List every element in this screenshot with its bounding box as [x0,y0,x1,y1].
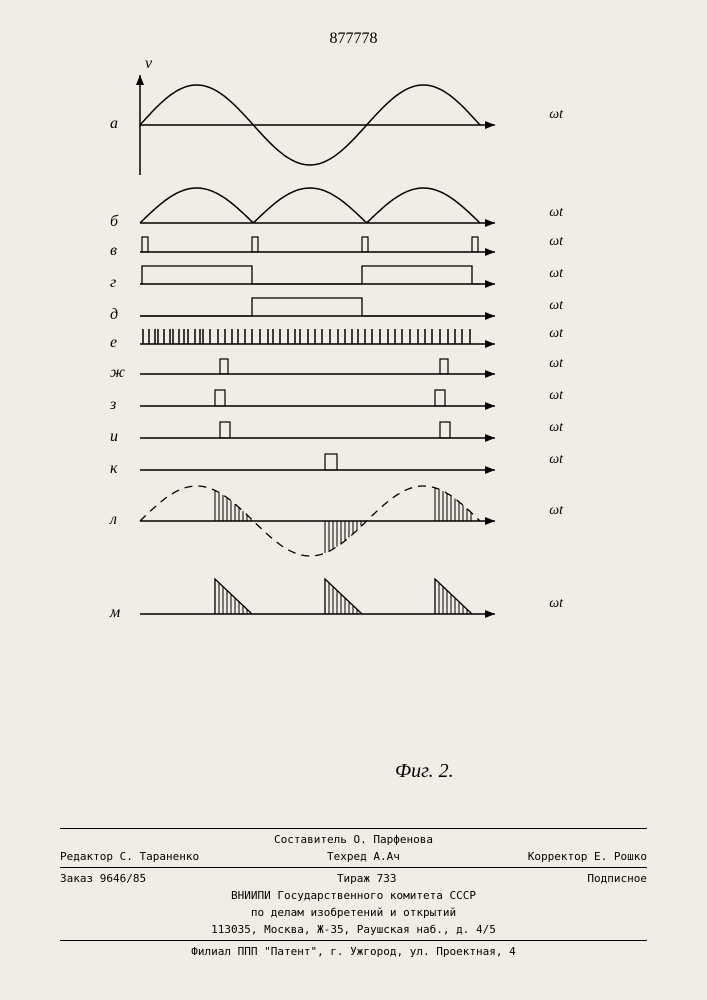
waveform-row-а: аωtv [135,75,555,175]
composer: Составитель О. Парфенова [60,831,647,848]
waveform-row-з: зωt [135,380,555,412]
corrector: Корректор Е. Рошко [528,850,647,863]
waveform-row-д: дωt [135,290,555,322]
waveform-row-м: мωt [135,566,555,621]
waveform-row-к: кωt [135,444,555,476]
axis-label: ωt [549,298,563,314]
y-axis-label: v [145,55,152,73]
editor: Редактор С. Тараненко [60,850,199,863]
axis-label: ωt [549,107,563,123]
waveform-row-ж: жωt [135,350,555,380]
waveform-label: к [110,460,117,478]
waveform-row-г: гωt [135,258,555,290]
order: Заказ 9646/85 [60,872,146,885]
axis-label: ωt [549,503,563,519]
axis-label: ωt [549,326,563,342]
circulation: Тираж 733 [337,872,397,885]
org2: по делам изобретений и открытий [60,904,647,921]
axis-label: ωt [549,452,563,468]
address1: 113035, Москва, Ж-35, Раушская наб., д. … [60,921,647,938]
waveform-row-е: еωt [135,322,555,350]
axis-label: ωt [549,388,563,404]
axis-label: ωt [549,266,563,282]
patent-number: 877778 [0,0,707,48]
figure-caption: Фиг. 2. [395,760,454,783]
footer-block: Составитель О. Парфенова Редактор С. Тар… [60,826,647,960]
waveform-label: в [110,242,117,260]
waveform-label: з [110,396,116,414]
figure-2: аωtv бωt вωt гωt дωt еωt жωt зωt иωt кωt… [135,75,555,755]
waveform-row-и: иωt [135,412,555,444]
waveform-label: и [110,428,118,446]
waveform-label: б [110,213,118,231]
axis-label: ωt [549,356,563,372]
waveform-row-в: вωt [135,230,555,258]
waveform-row-л: лωt [135,476,555,566]
waveform-label: а [110,115,118,133]
waveform-label: л [110,511,117,529]
waveform-label: м [110,604,120,622]
tech: Техред А.Ач [327,850,400,863]
axis-label: ωt [549,234,563,250]
waveform-label: е [110,334,117,352]
waveform-label: ж [110,364,125,382]
waveform-row-б: бωt [135,175,555,230]
waveform-label: г [110,274,116,292]
axis-label: ωt [549,420,563,436]
axis-label: ωt [549,596,563,612]
org1: ВНИИПИ Государственного комитета СССР [60,887,647,904]
axis-label: ωt [549,205,563,221]
address2: Филиал ППП "Патент", г. Ужгород, ул. Про… [60,943,647,960]
subscription: Подписное [587,872,647,885]
waveform-label: д [110,306,118,324]
